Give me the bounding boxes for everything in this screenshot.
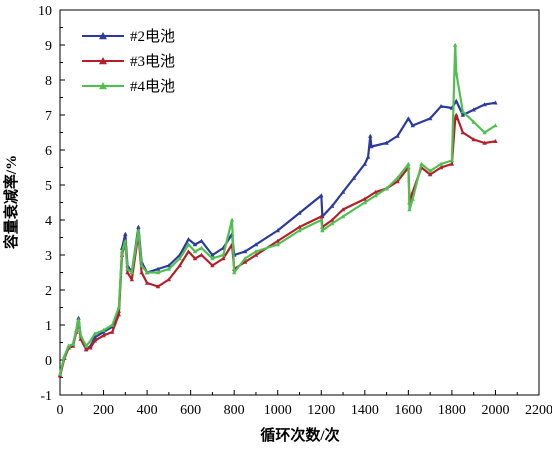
y-tick-label: 4 (45, 214, 52, 229)
y-tick-label: -1 (40, 389, 52, 404)
y-axis-title: 容量衰减率/% (2, 155, 20, 250)
x-tick-label: 600 (180, 403, 201, 418)
x-tick-label: 800 (224, 403, 245, 418)
y-tick-label: 9 (45, 39, 52, 54)
y-tick-label: 6 (45, 144, 52, 159)
x-tick-label: 1800 (438, 403, 466, 418)
y-tick-label: 5 (45, 179, 52, 194)
x-tick-label: 1400 (351, 403, 379, 418)
x-tick-label: 200 (93, 403, 114, 418)
x-tick-label: 0 (57, 403, 64, 418)
y-tick-label: 3 (45, 249, 52, 264)
legend-label: #3电池 (130, 53, 175, 70)
x-tick-label: 2000 (481, 403, 509, 418)
x-tick-label: 2200 (525, 403, 552, 418)
x-axis-title: 循环次数/次 (260, 426, 339, 444)
y-tick-label: 2 (45, 284, 52, 299)
legend-label: #2电池 (130, 28, 175, 45)
y-tick-label: 1 (45, 319, 52, 334)
x-tick-label: 1000 (264, 403, 292, 418)
y-tick-label: 7 (45, 109, 52, 124)
y-tick-label: 0 (45, 354, 52, 369)
x-tick-label: 400 (137, 403, 158, 418)
y-tick-label: 10 (38, 4, 52, 19)
x-tick-label: 1600 (394, 403, 422, 418)
x-tick-label: 1200 (307, 403, 335, 418)
legend-label: #4电池 (130, 78, 175, 95)
y-tick-label: 8 (45, 74, 52, 89)
